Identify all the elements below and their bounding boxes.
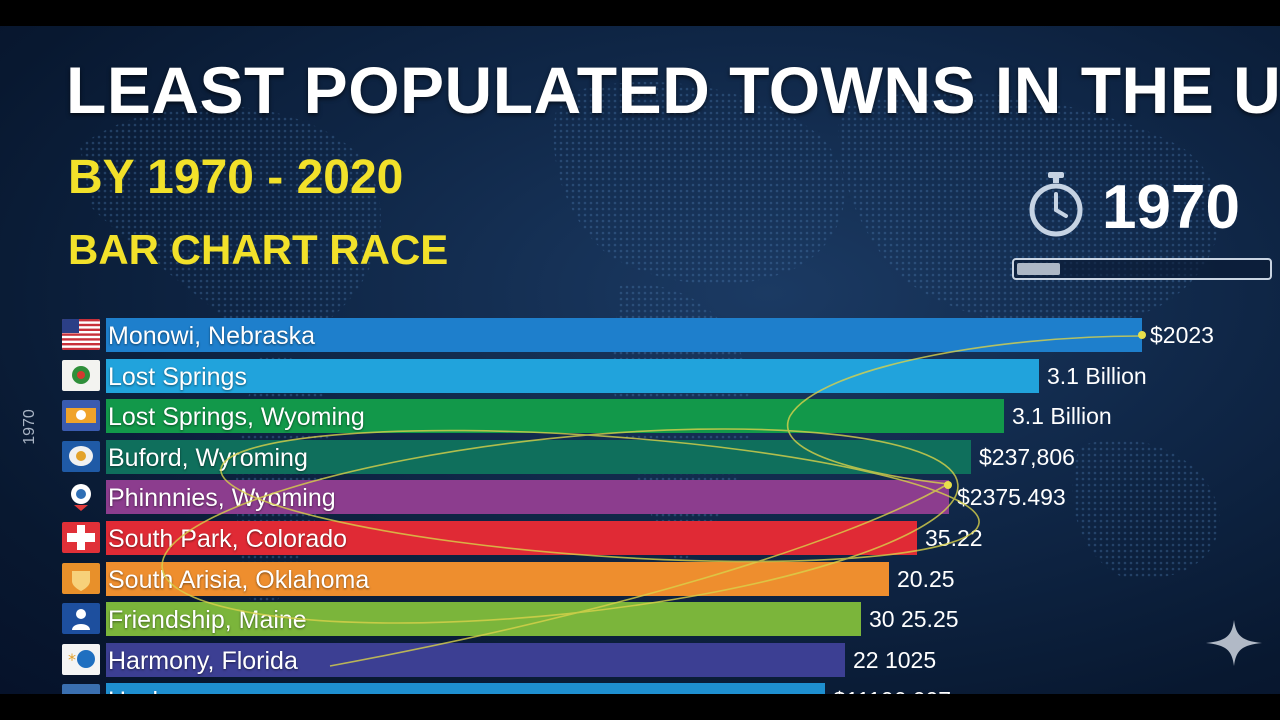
bar-label: Lost Springs xyxy=(108,362,247,391)
svg-text:*: * xyxy=(68,650,76,669)
bar-value-label: 22 1025 xyxy=(853,646,937,673)
flag-icon xyxy=(62,684,100,694)
bar-value-label: 3.1 Billion xyxy=(1047,362,1147,389)
bar-label: South Arisia, Oklahoma xyxy=(108,565,370,594)
page-title: LEAST POPULATED TOWNS IN THE USA xyxy=(66,53,1280,127)
bar-label: Lost Springs, Wyoming xyxy=(108,403,365,432)
bar-chart: Monowi, Nebraska $2023 Lost Springs 3.1 Bil… xyxy=(0,26,1280,694)
bar-label: Harmony, Florida xyxy=(108,646,298,675)
bar-row: Friendship, Maine 30 25.25 xyxy=(0,602,1280,637)
letterbox-top xyxy=(0,0,1280,26)
badge-icon xyxy=(62,400,100,432)
timeline-progress-bar xyxy=(1012,258,1272,280)
chart-type-subtitle: BAR CHART RACE xyxy=(68,226,449,273)
bar-value-label: $237,806 xyxy=(979,443,1075,470)
seal-icon xyxy=(62,440,100,472)
bar-value-label: $2375.493 xyxy=(957,484,1066,511)
bar-label: Phinnnies, Wyoming xyxy=(108,484,336,513)
sparkle-icon xyxy=(1206,620,1262,666)
timeline-progress-fill xyxy=(1017,263,1060,275)
bar-value-label: 35.22 xyxy=(925,525,983,551)
bar-value-label: 30 25.25 xyxy=(869,606,959,633)
bar-value-label: $11106,007 xyxy=(833,687,951,694)
bar-value-label: 3.1 Billion xyxy=(1012,403,1112,430)
bar-row: Lost Springs, Wyoming 3.1 Billion xyxy=(0,399,1280,434)
bar-row: Lost Springs 3.1 Billion xyxy=(0,358,1280,393)
video-frame: LEAST POPULATED TOWNS IN THE USA BY 1970… xyxy=(0,26,1280,694)
bar-value-label: 20.25 xyxy=(897,565,955,592)
current-year: 1970 xyxy=(1102,173,1240,242)
mascot-icon xyxy=(62,481,100,512)
shield-icon xyxy=(62,562,100,594)
bar xyxy=(106,683,825,694)
bar-row: * Harmony, Florida 22 1025 xyxy=(0,642,1280,677)
bar-row: South Park, Colorado 35.22 xyxy=(0,521,1280,555)
us-flag-icon xyxy=(62,319,100,350)
person-icon xyxy=(62,603,100,635)
bar-value-label: $2023 xyxy=(1150,322,1214,348)
bar-row: Phinnnies, Wyoming $2375.493 xyxy=(0,480,1280,515)
stopwatch-icon xyxy=(1029,172,1083,237)
bar-label: Buford, Wyroming xyxy=(108,443,308,472)
bar-label: Monowi, Nebraska xyxy=(108,322,316,350)
bar-row: Hacbom $11106,007 xyxy=(0,683,1280,694)
bar-label: Hacbom xyxy=(108,687,201,694)
crest-icon xyxy=(62,359,100,391)
bar-row: South Arisia, Oklahoma 20.25 xyxy=(0,561,1280,596)
letterbox-bottom xyxy=(0,694,1280,720)
bar-label: Friendship, Maine xyxy=(108,606,307,635)
cross-flag-icon xyxy=(62,522,100,553)
date-range-subtitle: BY 1970 - 2020 xyxy=(68,151,404,204)
bar-row: Monowi, Nebraska $2023 xyxy=(0,318,1280,352)
bar-row: Buford, Wyroming $237,806 xyxy=(0,439,1280,474)
palm-icon: * xyxy=(62,643,100,675)
bar-label: South Park, Colorado xyxy=(108,525,348,553)
